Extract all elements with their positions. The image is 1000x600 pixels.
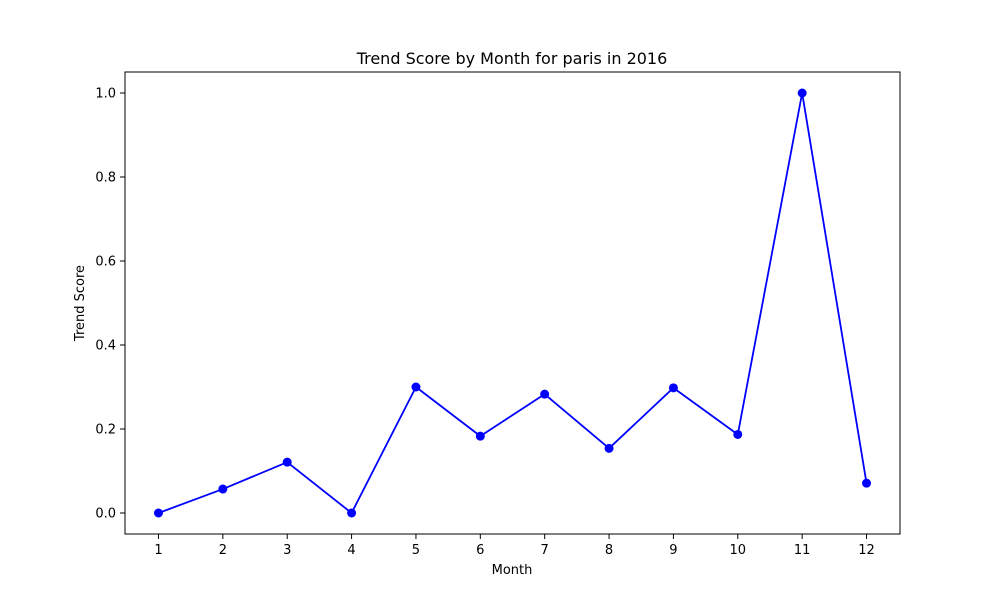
- y-axis: 0.0 0.2 0.4 0.6 0.8 1.0: [95, 87, 125, 522]
- x-axis-label: Month: [492, 563, 533, 578]
- data-point: [604, 443, 614, 453]
- data-point: [347, 508, 357, 518]
- data-point: [668, 383, 678, 393]
- x-axis: 1 2 3 4 5 6 7 8 9 10 11 12: [154, 534, 875, 558]
- plot-area: [153, 88, 872, 518]
- data-point: [540, 389, 550, 399]
- data-point: [797, 88, 807, 98]
- data-point: [862, 478, 872, 488]
- y-tick-label: 1.0: [95, 87, 116, 102]
- series-line: [158, 92, 868, 514]
- x-tick-label: 7: [541, 543, 549, 558]
- x-tick-label: 8: [605, 543, 613, 558]
- x-tick-label: 10: [730, 543, 747, 558]
- y-tick-label: 0.4: [95, 339, 116, 354]
- x-tick-label: 5: [412, 543, 420, 558]
- chart-title: Trend Score by Month for paris in 2016: [356, 49, 668, 68]
- x-tick-label: 4: [347, 543, 355, 558]
- data-point: [282, 457, 292, 467]
- x-tick-label: 9: [669, 543, 677, 558]
- data-point: [475, 431, 485, 441]
- plot-frame: [124, 71, 901, 535]
- y-tick-label: 0.0: [95, 507, 116, 522]
- x-tick-label: 11: [794, 543, 811, 558]
- x-tick-label: 3: [283, 543, 291, 558]
- data-point: [153, 508, 163, 518]
- y-tick-label: 0.6: [95, 255, 116, 270]
- y-tick-label: 0.8: [95, 171, 116, 186]
- x-tick-label: 12: [858, 543, 875, 558]
- x-tick-label: 6: [476, 543, 484, 558]
- x-tick-label: 2: [219, 543, 227, 558]
- x-tick-label: 1: [154, 543, 162, 558]
- y-tick-label: 0.2: [95, 423, 116, 438]
- data-point: [218, 484, 228, 494]
- data-point: [733, 429, 743, 439]
- data-point: [411, 382, 421, 392]
- y-axis-label: Trend Score: [73, 265, 88, 342]
